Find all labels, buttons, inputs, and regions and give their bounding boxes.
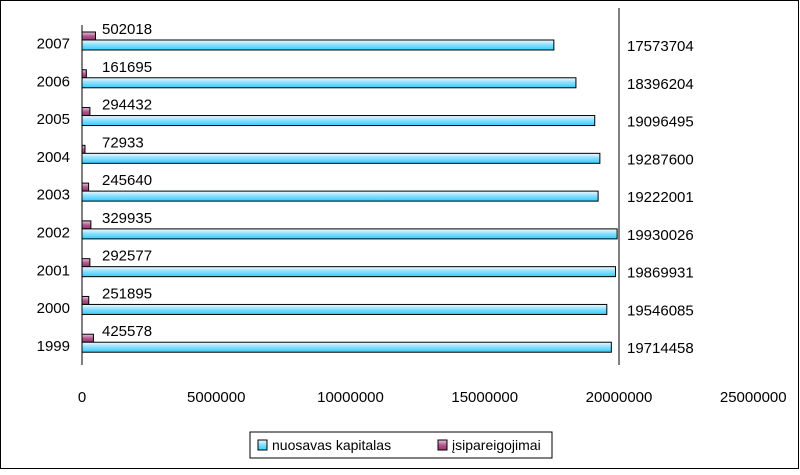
bar-isipareigojimai xyxy=(81,333,94,343)
x-tick-label: 5000000 xyxy=(187,389,245,406)
data-label-isipareigojimai: 502018 xyxy=(102,21,152,38)
data-label-nuosavas-kapitalas: 19287600 xyxy=(627,151,694,168)
y-category-label: 2002 xyxy=(37,225,70,242)
data-label-nuosavas-kapitalas: 17573704 xyxy=(627,38,694,55)
data-label-isipareigojimai: 294432 xyxy=(102,97,152,114)
data-label-nuosavas-kapitalas: 19222001 xyxy=(627,189,694,206)
y-category-label: 2003 xyxy=(37,187,70,204)
data-label-isipareigojimai: 251895 xyxy=(102,285,152,302)
y-category-label: 2004 xyxy=(37,149,70,166)
x-tick-label: 15000000 xyxy=(451,389,518,406)
data-label-nuosavas-kapitalas: 19546085 xyxy=(627,302,694,319)
bar-nuosavas-kapitalas xyxy=(81,39,555,51)
y-category-label: 2000 xyxy=(37,300,70,317)
data-label-nuosavas-kapitalas: 19930026 xyxy=(627,227,694,244)
data-label-isipareigojimai: 292577 xyxy=(102,248,152,265)
bar-nuosavas-kapitalas xyxy=(81,152,601,164)
legend-swatch-nuosavas-kapitalas xyxy=(257,439,268,451)
bar-isipareigojimai xyxy=(81,220,92,230)
labels-layer: 425578 19714458 251895 19546085 292577 198699… xyxy=(102,21,694,357)
bar-nuosavas-kapitalas xyxy=(81,190,599,202)
legend-swatch-isipareigojimai xyxy=(437,439,448,451)
x-tick-label: 20000000 xyxy=(586,389,653,406)
bar-nuosavas-kapitalas xyxy=(81,303,608,315)
legend-label: nuosavas kapitalas xyxy=(272,437,391,453)
data-label-isipareigojimai: 72933 xyxy=(102,134,144,151)
y-category-label: 2007 xyxy=(37,36,70,53)
data-label-nuosavas-kapitalas: 18396204 xyxy=(627,76,694,93)
x-tick-label: 25000000 xyxy=(720,389,787,406)
x-tick-label: 10000000 xyxy=(317,389,384,406)
x-tick-label: 0 xyxy=(78,389,86,406)
data-label-isipareigojimai: 425578 xyxy=(102,323,152,340)
bar-isipareigojimai xyxy=(81,295,90,305)
legend-box xyxy=(249,431,553,459)
bar-isipareigojimai xyxy=(81,182,90,192)
bar-isipareigojimai xyxy=(81,258,91,268)
y-category-label: 1999 xyxy=(37,338,70,355)
bar-isipareigojimai xyxy=(81,31,96,41)
bar-nuosavas-kapitalas xyxy=(81,341,612,353)
bar-isipareigojimai xyxy=(81,69,87,79)
data-label-isipareigojimai: 245640 xyxy=(102,172,152,189)
data-label-isipareigojimai: 161695 xyxy=(102,59,152,76)
bar-nuosavas-kapitalas xyxy=(81,115,596,127)
data-label-nuosavas-kapitalas: 19869931 xyxy=(627,265,694,282)
y-category-label: 2005 xyxy=(37,111,70,128)
bar-isipareigojimai xyxy=(81,107,91,117)
axis-layer: 0 5000000 10000000 15000000 20000000 25000000… xyxy=(37,25,787,406)
bar-nuosavas-kapitalas xyxy=(81,228,618,240)
data-label-isipareigojimai: 329935 xyxy=(102,210,152,227)
y-category-label: 2006 xyxy=(37,73,70,90)
legend-label: įsipareigojimai xyxy=(452,437,541,453)
legend: nuosavas kapitalas įsipareigojimai xyxy=(249,431,553,459)
bar-nuosavas-kapitalas xyxy=(81,266,617,278)
data-label-nuosavas-kapitalas: 19096495 xyxy=(627,114,694,131)
bars-layer xyxy=(81,31,618,353)
data-label-nuosavas-kapitalas: 19714458 xyxy=(627,340,694,357)
bar-nuosavas-kapitalas xyxy=(81,77,577,89)
y-category-label: 2001 xyxy=(37,262,70,279)
